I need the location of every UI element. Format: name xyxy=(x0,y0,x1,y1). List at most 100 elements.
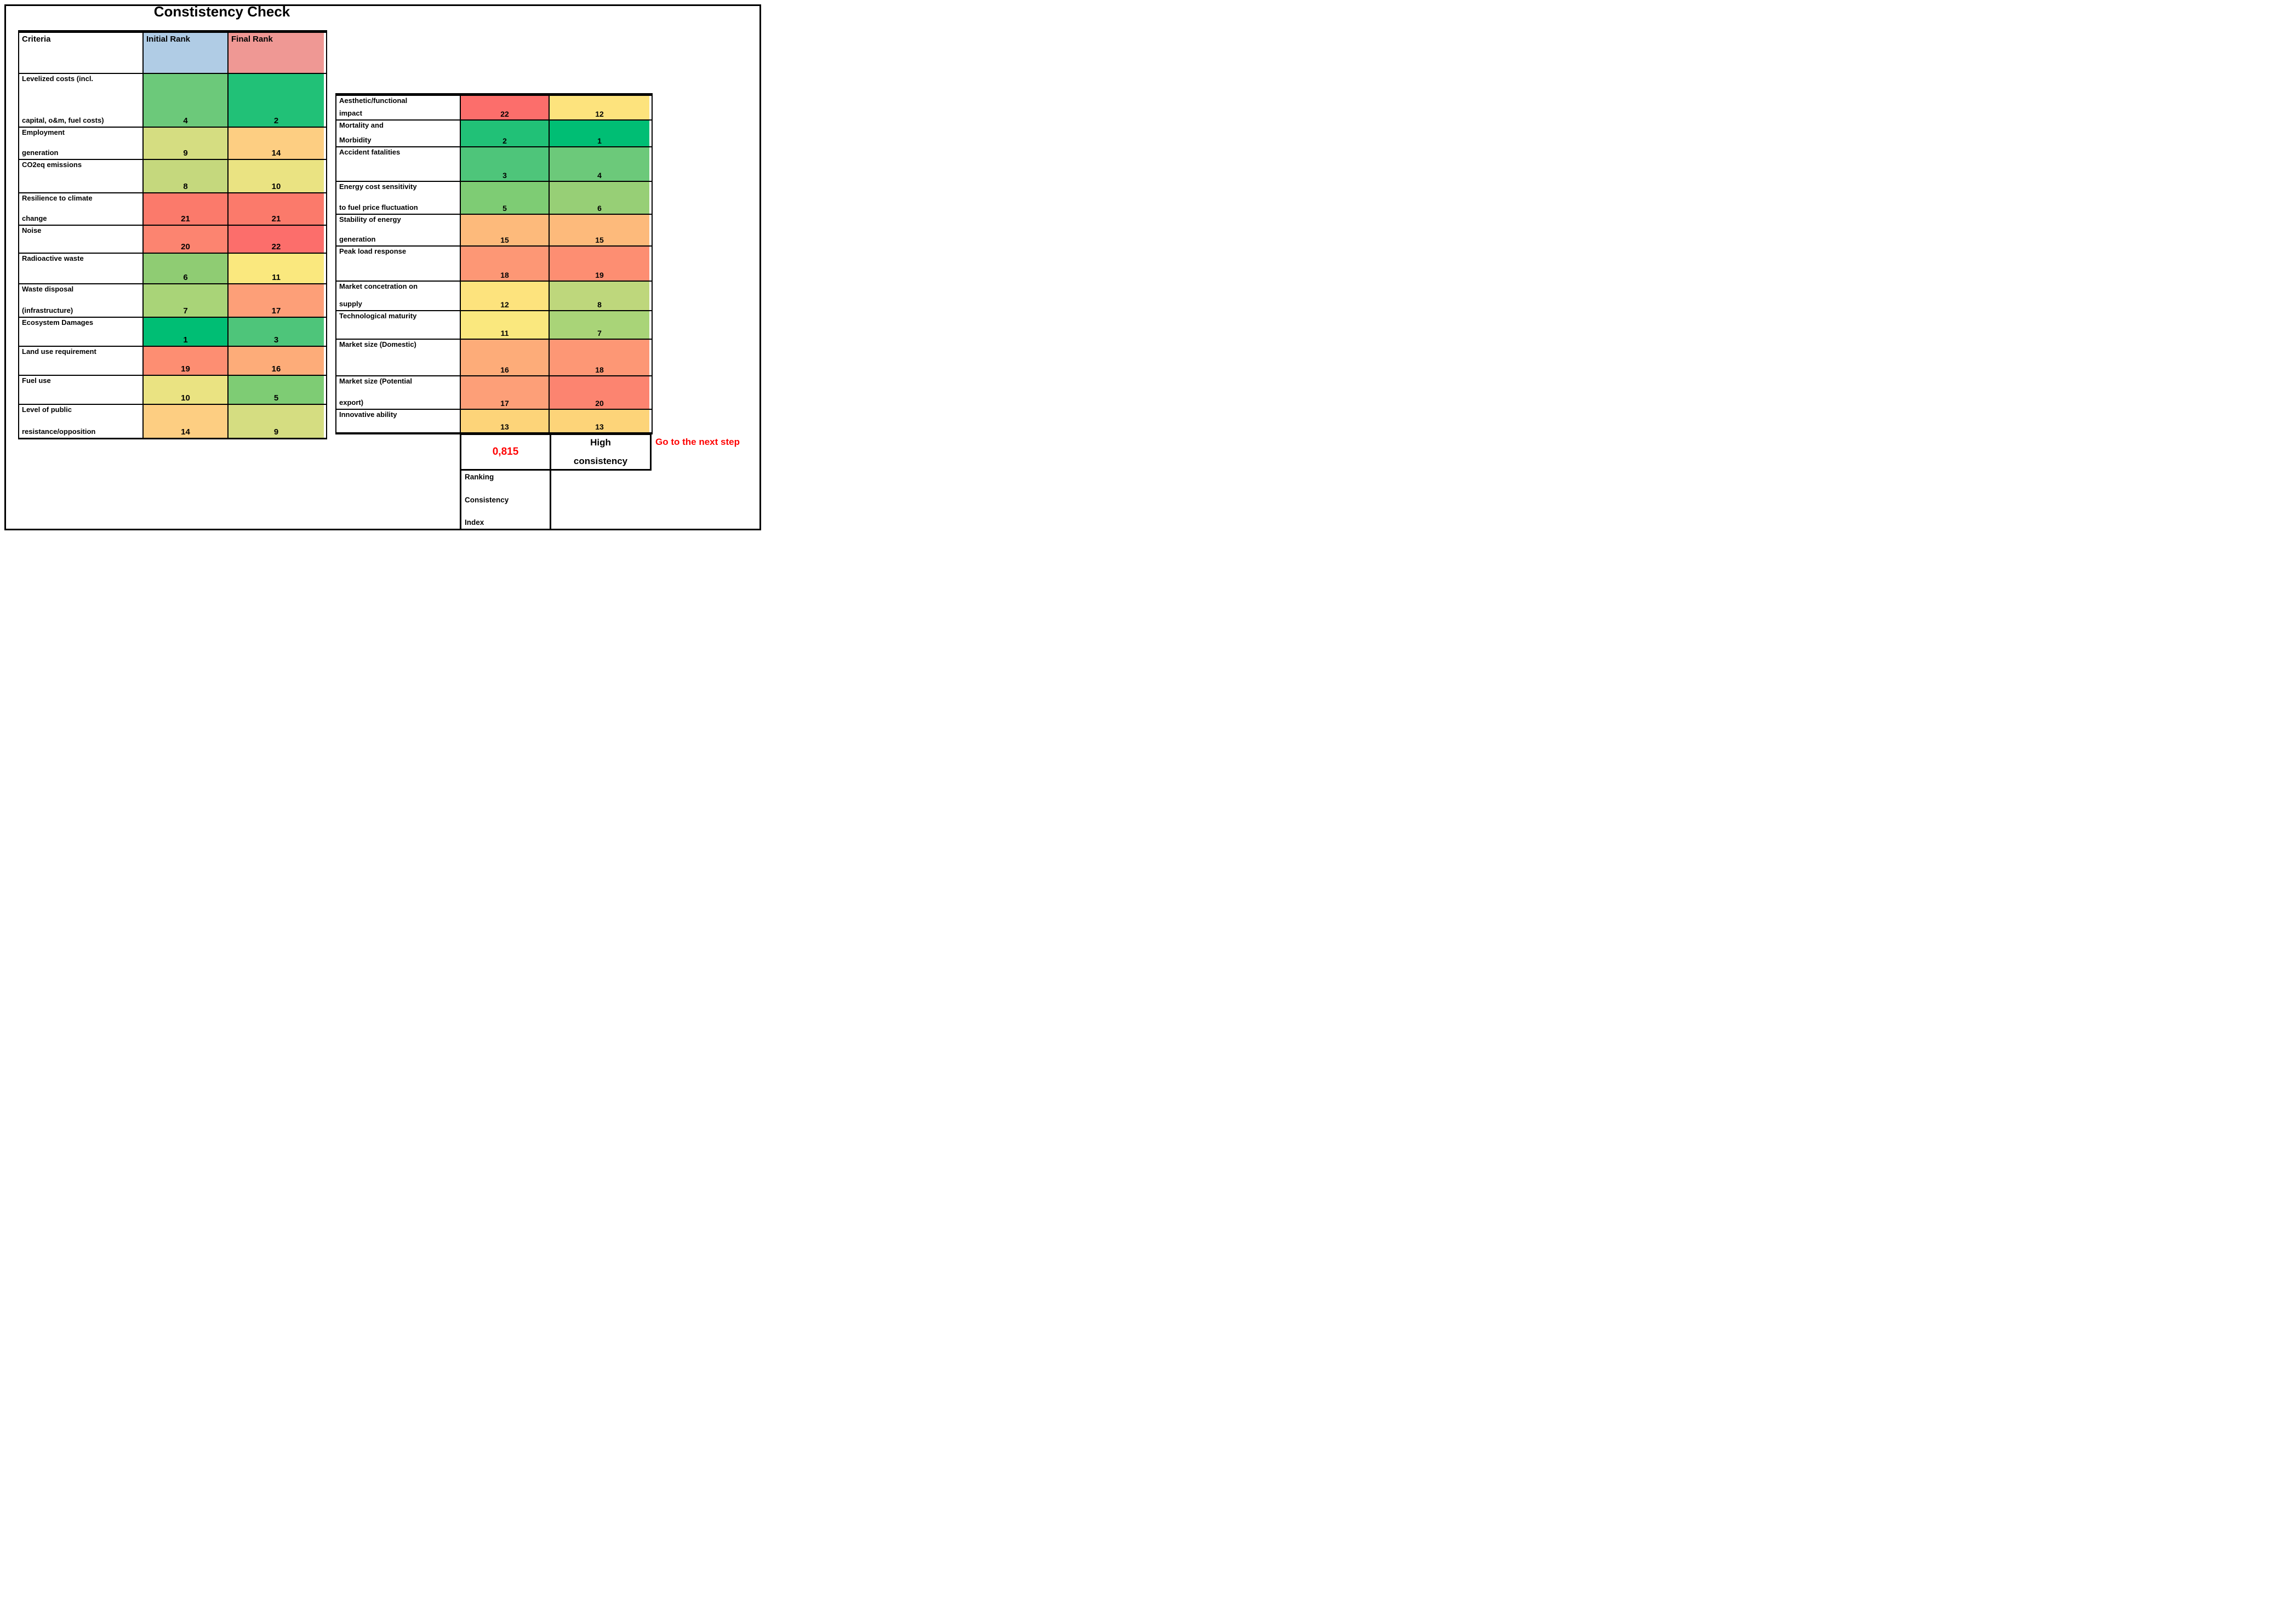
page-border xyxy=(4,4,761,530)
table-row: Noise 20 22 xyxy=(19,226,326,254)
table-row: Land use requirement 19 16 xyxy=(19,347,326,376)
criteria-label: Levelized costs (incl. capital, o&m, fuel… xyxy=(19,74,144,127)
criteria-label: Land use requirement xyxy=(19,347,144,375)
final-rank-cell: 6 xyxy=(550,182,649,214)
criteria-label: Mortality and Morbidity xyxy=(336,121,461,146)
criteria-label: Technological maturity xyxy=(336,311,461,339)
table-row: Resilience to climate change 21 21 xyxy=(19,193,326,226)
initial-rank-cell: 21 xyxy=(144,193,229,225)
final-rank-cell: 16 xyxy=(229,347,324,375)
final-rank-header: Final Rank xyxy=(229,33,324,73)
final-rank-cell: 1 xyxy=(550,121,649,146)
final-rank-cell: 13 xyxy=(550,410,649,432)
initial-rank-cell: 22 xyxy=(461,96,550,119)
criteria-label: Aesthetic/functional impact xyxy=(336,96,461,119)
initial-rank-cell: 17 xyxy=(461,376,550,409)
initial-rank-cell: 3 xyxy=(461,147,550,181)
table-row: Market size (Potential export) 17 20 xyxy=(336,376,652,410)
table-row: Market size (Domestic) 16 18 xyxy=(336,340,652,376)
final-rank-cell: 4 xyxy=(550,147,649,181)
ranking-consistency-index-label-cell: Ranking Consistency Index xyxy=(460,469,551,530)
table-row: Mortality and Morbidity 2 1 xyxy=(336,121,652,147)
criteria-label: Peak load response xyxy=(336,247,461,281)
initial-rank-cell: 5 xyxy=(461,182,550,214)
ranking-consistency-index-value: 0,815 xyxy=(460,433,551,471)
final-rank-cell: 19 xyxy=(550,247,649,281)
initial-rank-cell: 20 xyxy=(144,226,229,253)
left-rank-table: Criteria Initial Rank Final Rank Leveliz… xyxy=(18,30,327,439)
table-row: Energy cost sensitivity to fuel price flu… xyxy=(336,182,652,215)
rci-label-line: Index xyxy=(465,518,484,527)
table-row: Accident fatalities 3 4 xyxy=(336,147,652,182)
initial-rank-cell: 7 xyxy=(144,284,229,317)
criteria-label: Fuel use xyxy=(19,376,144,404)
criteria-label: Radioactive waste xyxy=(19,254,144,283)
next-step-note: Go to the next step xyxy=(655,437,740,447)
final-rank-cell: 17 xyxy=(229,284,324,317)
initial-rank-cell: 16 xyxy=(461,340,550,375)
criteria-label: Waste disposal (infrastructure) xyxy=(19,284,144,317)
header-row: Criteria Initial Rank Final Rank xyxy=(19,33,326,74)
criteria-label: Level of public resistance/opposition xyxy=(19,405,144,438)
initial-rank-cell: 4 xyxy=(144,74,229,127)
final-rank-cell: 10 xyxy=(229,160,324,192)
initial-rank-cell: 18 xyxy=(461,247,550,281)
final-rank-cell: 2 xyxy=(229,74,324,127)
criteria-label: Energy cost sensitivity to fuel price flu… xyxy=(336,182,461,214)
criteria-label: Market concetration on supply xyxy=(336,282,461,310)
criteria-label: Innovative ability xyxy=(336,410,461,432)
criteria-label: Market size (Domestic) xyxy=(336,340,461,375)
initial-rank-cell: 6 xyxy=(144,254,229,283)
final-rank-cell: 8 xyxy=(550,282,649,310)
criteria-header: Criteria xyxy=(19,33,144,73)
final-rank-cell: 20 xyxy=(550,376,649,409)
final-rank-cell: 22 xyxy=(229,226,324,253)
criteria-label: Employment generation xyxy=(19,128,144,159)
initial-rank-header: Initial Rank xyxy=(144,33,229,73)
table-row: Innovative ability 13 13 xyxy=(336,410,652,434)
final-rank-cell: 11 xyxy=(229,254,324,283)
table-row: Level of public resistance/opposition 14 9 xyxy=(19,405,326,439)
final-rank-cell: 15 xyxy=(550,215,649,245)
initial-rank-cell: 14 xyxy=(144,405,229,438)
final-rank-cell: 14 xyxy=(229,128,324,159)
consistency-result-line: consistency xyxy=(573,456,628,466)
criteria-label: Stability of energy generation xyxy=(336,215,461,245)
criteria-label: Market size (Potential export) xyxy=(336,376,461,409)
initial-rank-cell: 2 xyxy=(461,121,550,146)
initial-rank-cell: 1 xyxy=(144,318,229,346)
table-row: Fuel use 10 5 xyxy=(19,376,326,405)
final-rank-cell: 3 xyxy=(229,318,324,346)
criteria-label: Accident fatalities xyxy=(336,147,461,181)
table-row: CO2eq emissions 8 10 xyxy=(19,160,326,193)
consistency-result-line: High xyxy=(590,437,611,448)
final-rank-cell: 12 xyxy=(550,96,649,119)
initial-rank-cell: 13 xyxy=(461,410,550,432)
final-rank-cell: 7 xyxy=(550,311,649,339)
final-rank-cell: 21 xyxy=(229,193,324,225)
initial-rank-cell: 12 xyxy=(461,282,550,310)
initial-rank-cell: 9 xyxy=(144,128,229,159)
rci-label-line: Consistency xyxy=(465,495,509,504)
table-row: Technological maturity 11 7 xyxy=(336,311,652,340)
table-row: Market concetration on supply 12 8 xyxy=(336,282,652,311)
initial-rank-cell: 11 xyxy=(461,311,550,339)
consistency-result-cell: High consistency xyxy=(550,433,652,471)
table-row: Aesthetic/functional impact 22 12 xyxy=(336,96,652,121)
table-row: Stability of energy generation 15 15 xyxy=(336,215,652,247)
initial-rank-cell: 15 xyxy=(461,215,550,245)
table-row: Peak load response 18 19 xyxy=(336,247,652,282)
initial-rank-cell: 19 xyxy=(144,347,229,375)
final-rank-cell: 9 xyxy=(229,405,324,438)
table-row: Radioactive waste 6 11 xyxy=(19,254,326,284)
criteria-label: Noise xyxy=(19,226,144,253)
right-rank-table: Aesthetic/functional impact 22 12 Mortality … xyxy=(335,93,653,434)
initial-rank-cell: 10 xyxy=(144,376,229,404)
page-title: Constistency Check xyxy=(153,3,290,20)
criteria-label: Resilience to climate change xyxy=(19,193,144,225)
table-row: Levelized costs (incl. capital, o&m, fuel… xyxy=(19,74,326,128)
table-row: Employment generation 9 14 xyxy=(19,128,326,160)
rci-label-line: Ranking xyxy=(465,473,494,481)
criteria-label: CO2eq emissions xyxy=(19,160,144,192)
table-row: Waste disposal (infrastructure) 7 17 xyxy=(19,284,326,318)
